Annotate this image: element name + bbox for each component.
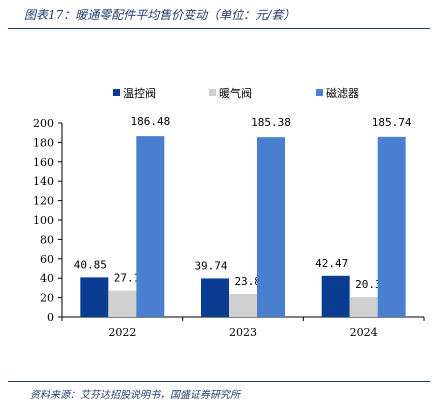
legend-label: 磁滤器 (326, 87, 359, 100)
legend-label: 暖气阀 (219, 86, 252, 100)
legend-swatch (113, 89, 120, 96)
bar (201, 278, 229, 317)
bar (80, 277, 109, 317)
bottom-divider (8, 381, 430, 382)
y-tick-label: 140 (33, 175, 54, 188)
y-tick-label: 0 (47, 311, 54, 324)
x-tick-label: 2023 (229, 326, 257, 339)
y-tick-label: 20 (40, 292, 54, 305)
bar (136, 136, 165, 317)
bar (321, 275, 350, 317)
bar (108, 290, 137, 317)
x-tick-label: 2024 (350, 326, 378, 339)
y-tick-label: 180 (33, 136, 54, 149)
y-tick-label: 100 (33, 214, 54, 227)
y-tick-label: 160 (33, 156, 54, 169)
top-divider (8, 28, 430, 29)
bar (257, 137, 285, 317)
bar (229, 293, 257, 317)
data-label: 40.85 (74, 258, 107, 271)
legend-swatch (209, 89, 216, 96)
legend-swatch (316, 89, 323, 96)
data-label: 39.74 (194, 259, 227, 272)
data-label: 186.48 (130, 115, 170, 128)
chart-title: 图表17：暖通零配件平均售价变动（单位：元/套） (24, 8, 296, 22)
y-tick-label: 200 (33, 117, 54, 130)
x-tick-label: 2022 (108, 326, 136, 339)
y-tick-label: 60 (40, 253, 54, 266)
bar (349, 297, 378, 317)
legend-label: 温控阀 (123, 86, 156, 100)
y-tick-label: 120 (33, 195, 54, 208)
data-label: 185.74 (372, 116, 412, 129)
data-label: 185.38 (251, 116, 291, 129)
y-tick-label: 80 (40, 233, 54, 246)
source-note: 资料来源：艾芬达招股说明书，国盛证券研究所 (30, 390, 240, 401)
data-label: 42.47 (315, 257, 348, 270)
bar (377, 136, 406, 317)
y-tick-label: 40 (40, 272, 54, 285)
